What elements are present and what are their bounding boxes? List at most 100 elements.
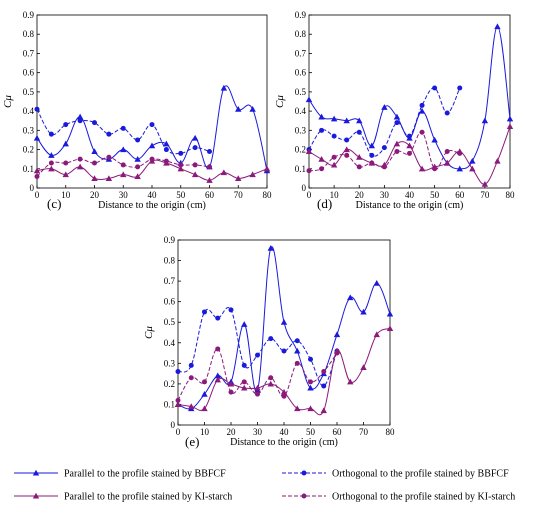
x-tick-label: 10	[200, 427, 210, 437]
y-tick-label: 0.6	[295, 68, 307, 78]
y-tick-label: 0.2	[23, 145, 34, 155]
data-point	[369, 160, 375, 166]
data-point	[63, 160, 69, 166]
data-point	[214, 372, 221, 379]
data-point	[188, 362, 194, 368]
data-point	[178, 150, 184, 156]
data-point	[319, 166, 325, 172]
y-tick-label: 0.4	[23, 106, 35, 116]
data-point	[294, 347, 301, 354]
data-point	[469, 157, 476, 164]
y-tick-label: 0.6	[23, 68, 35, 78]
y-tick-label: 0.9	[295, 10, 307, 20]
data-point	[407, 133, 412, 139]
data-point	[432, 166, 438, 172]
data-point	[192, 162, 198, 168]
data-point	[360, 308, 367, 315]
x-tick-label: 30	[119, 190, 129, 200]
series-line	[177, 327, 391, 416]
legend-marker	[301, 470, 307, 476]
x-tick-label: 10	[330, 190, 340, 200]
data-point	[393, 113, 401, 120]
data-point	[191, 134, 199, 141]
data-point	[105, 175, 113, 181]
x-tick-label: 70	[480, 190, 490, 200]
data-point	[135, 164, 141, 170]
data-point	[356, 164, 362, 170]
data-point	[494, 23, 501, 30]
y-tick-label: 0.7	[295, 48, 307, 58]
x-tick-label: 30	[253, 427, 263, 437]
data-point	[418, 107, 426, 114]
data-point	[92, 120, 97, 126]
data-point	[92, 160, 97, 166]
data-point	[163, 147, 169, 153]
series-4	[175, 346, 340, 403]
data-point	[175, 397, 181, 403]
data-point	[344, 137, 350, 143]
data-point	[206, 177, 213, 183]
data-point	[356, 129, 362, 135]
legend-marker	[32, 469, 40, 476]
data-point	[356, 117, 363, 124]
data-point	[192, 145, 198, 151]
data-point	[443, 159, 451, 166]
data-point	[347, 378, 354, 385]
x-tick-label: 0	[176, 427, 181, 437]
data-point	[48, 165, 55, 172]
series-1	[305, 23, 514, 172]
x-tick-label: 60	[455, 190, 465, 200]
data-point	[344, 152, 350, 158]
legend-marker	[301, 493, 307, 499]
data-point	[249, 171, 256, 178]
panel-label: (c)	[47, 196, 61, 211]
data-point	[431, 136, 438, 143]
data-point	[356, 154, 363, 160]
y-tick-label: 0	[171, 420, 176, 430]
data-point	[220, 84, 228, 91]
data-point	[360, 364, 367, 371]
x-tick-label: 60	[205, 190, 215, 200]
series-2	[175, 307, 340, 389]
data-point	[134, 173, 141, 180]
x-tick-label: 0	[307, 190, 312, 200]
data-point	[106, 154, 112, 160]
data-point	[267, 245, 274, 251]
data-point	[305, 148, 313, 155]
data-point	[63, 122, 69, 128]
x-tick-label: 70	[234, 190, 244, 200]
legend-label: Parallel to the profile stained by KI-st…	[64, 492, 232, 503]
x-tick-label: 50	[430, 190, 440, 200]
data-point	[188, 403, 195, 410]
data-point	[347, 294, 354, 301]
data-point	[294, 360, 300, 366]
data-point	[333, 331, 341, 338]
x-tick-label: 50	[306, 427, 316, 437]
y-axis-label: Cμ	[2, 95, 14, 108]
y-tick-label: 0.4	[295, 106, 307, 116]
data-point	[91, 148, 98, 155]
y-tick-label: 0.1	[23, 164, 34, 174]
y-axis-label: Cμ	[143, 326, 155, 339]
y-tick-label: 0.8	[295, 29, 307, 39]
data-point	[319, 127, 325, 133]
data-point	[202, 379, 207, 385]
y-tick-label: 0	[302, 183, 307, 193]
y-tick-label: 0.7	[164, 276, 176, 286]
data-point	[77, 118, 83, 124]
y-tick-label: 0.8	[164, 256, 176, 266]
data-point	[321, 369, 327, 375]
data-point	[381, 104, 388, 110]
legend-item: Parallel to the profile stained by BBFCF	[14, 469, 226, 480]
data-point	[148, 142, 156, 149]
y-tick-label: 0.3	[23, 125, 35, 135]
data-point	[235, 175, 242, 181]
data-point	[308, 356, 313, 362]
y-tick-label: 0.8	[23, 29, 35, 39]
data-point	[368, 142, 376, 149]
data-point	[307, 405, 314, 412]
data-point	[268, 375, 274, 381]
data-point	[469, 165, 476, 172]
y-tick-label: 0.5	[295, 87, 307, 97]
